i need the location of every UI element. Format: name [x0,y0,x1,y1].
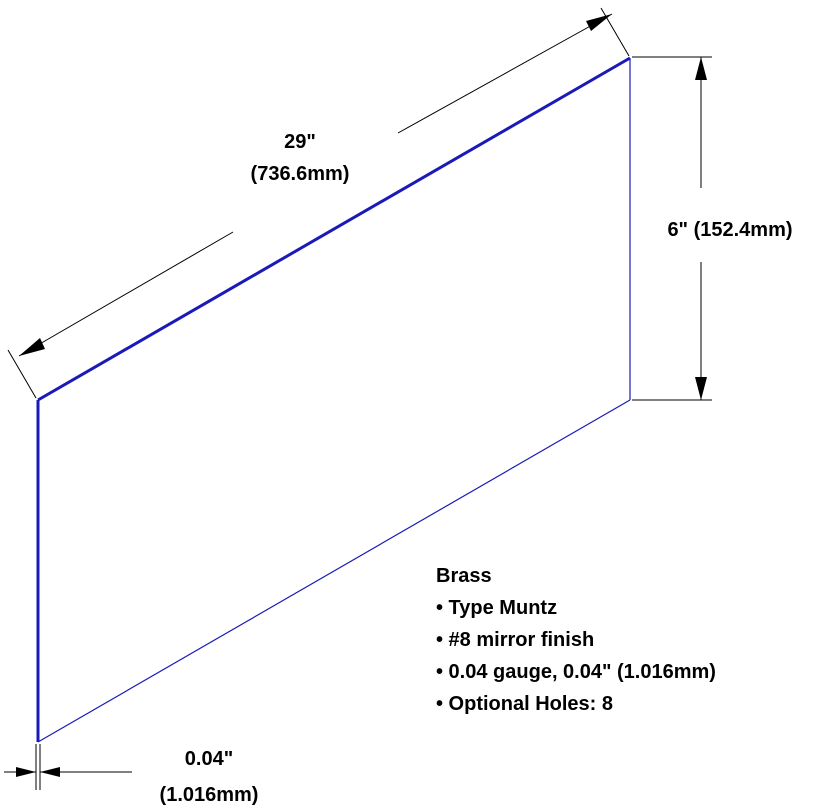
thickness-metric-label: (1.016mm) [160,784,259,806]
length-extension-left [7,349,37,399]
length-arrow-right [586,14,612,31]
thickness-arrow-right [40,767,60,777]
spec-item-gauge: • 0.04 gauge, 0.04" (1.016mm) [436,661,716,683]
spec-material: Brass [436,565,492,587]
height-arrow-bottom [695,377,707,400]
sheet-top-edge [37,56,631,402]
sheet-outline [36,56,631,743]
thickness-arrow-left [16,767,36,777]
length-dim-line-right [397,13,613,134]
length-metric-label: (736.6mm) [251,163,350,185]
thickness-value-label: 0.04" [185,748,233,770]
length-dimension [7,7,630,399]
length-dim-line-left [18,231,234,357]
height-arrow-top [695,57,707,80]
height-dimension [632,56,712,401]
sheet-bottom-edge [37,399,631,743]
spec-item-finish: • #8 mirror finish [436,629,594,651]
thickness-dimension [4,744,132,790]
spec-item-holes: • Optional Holes: 8 [436,693,613,715]
length-arrow-left [19,338,45,356]
spec-item-type: • Type Muntz [436,597,557,619]
height-label: 6" (152.4mm) [667,219,792,241]
spec-block: Brass • Type Muntz • #8 mirror finish • … [436,565,716,715]
length-extension-right [600,7,630,57]
length-value-label: 29" [284,131,316,153]
